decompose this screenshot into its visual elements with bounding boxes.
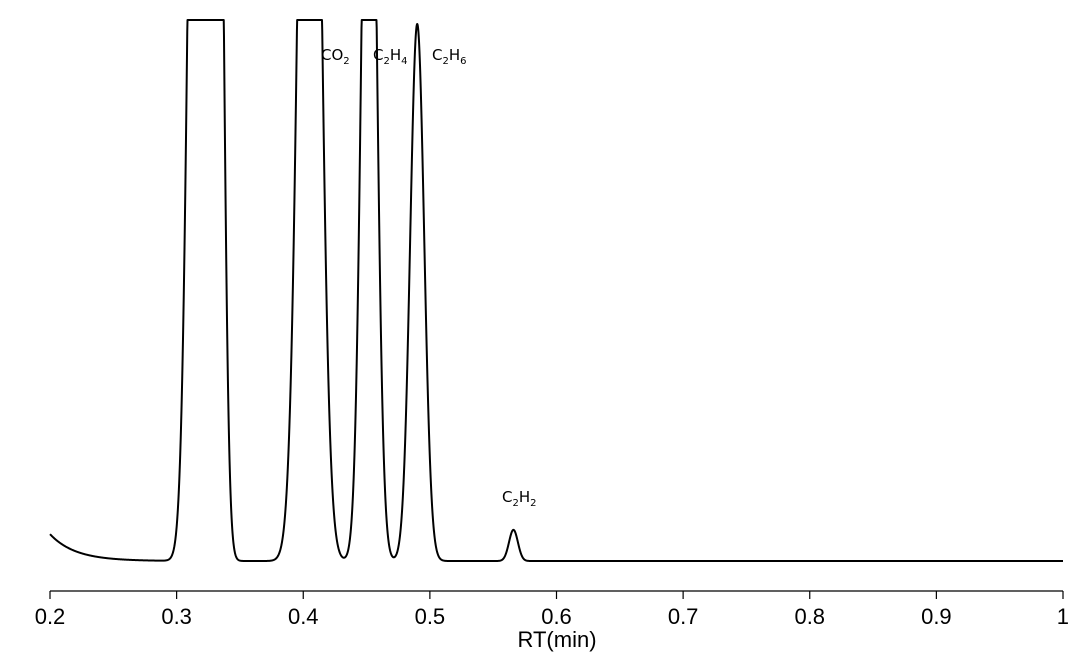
- x-tick-label: 1: [1057, 604, 1069, 629]
- peak-label-co2: CO2: [321, 46, 350, 67]
- peak-label-c2h2-base: H: [519, 488, 530, 506]
- peak-label-c2h6: C2H6: [432, 46, 467, 67]
- x-tick-label: 0.4: [288, 604, 319, 629]
- peak-label-c2h2-prefix-sub: 2: [512, 498, 518, 509]
- chromatogram-trace: [49, 19, 1064, 562]
- x-tick-label: 0.2: [35, 604, 66, 629]
- peak-label-co2-base: CO: [321, 46, 343, 64]
- peak-label-c2h6-prefix-sub: 2: [442, 56, 448, 67]
- peak-label-c2h4-base: H: [390, 46, 401, 64]
- peak-label-c2h4-prefix: C: [373, 46, 383, 64]
- peak-label-co2-sub: 2: [343, 56, 349, 67]
- peak-label-c2h4-sub: 4: [401, 56, 407, 67]
- peak-label-c2h4-prefix-sub: 2: [383, 56, 389, 67]
- x-tick-label: 0.5: [415, 604, 446, 629]
- peak-label-c2h6-base: H: [449, 46, 460, 64]
- peak-label-c2h2-prefix: C: [502, 488, 512, 506]
- x-tick-label: 0.8: [794, 604, 825, 629]
- x-axis: 0.2 0.3 0.4 0.5 0.6 0.7 0.8 0.9 1: [35, 590, 1069, 629]
- peak-label-c2h2-sub: 2: [530, 498, 536, 509]
- peak-label-c2h6-sub: 6: [460, 56, 466, 67]
- x-tick-label: 0.7: [668, 604, 699, 629]
- peak-label-c2h4: C2H4: [373, 46, 408, 67]
- x-tick-label: 0.6: [541, 604, 572, 629]
- peak-label-c2h2: C2H2: [502, 488, 537, 509]
- peak-label-c2h6-prefix: C: [432, 46, 442, 64]
- x-axis-title: RT(min): [517, 627, 596, 652]
- x-tick-label: 0.9: [921, 604, 952, 629]
- x-tick-label: 0.3: [161, 604, 192, 629]
